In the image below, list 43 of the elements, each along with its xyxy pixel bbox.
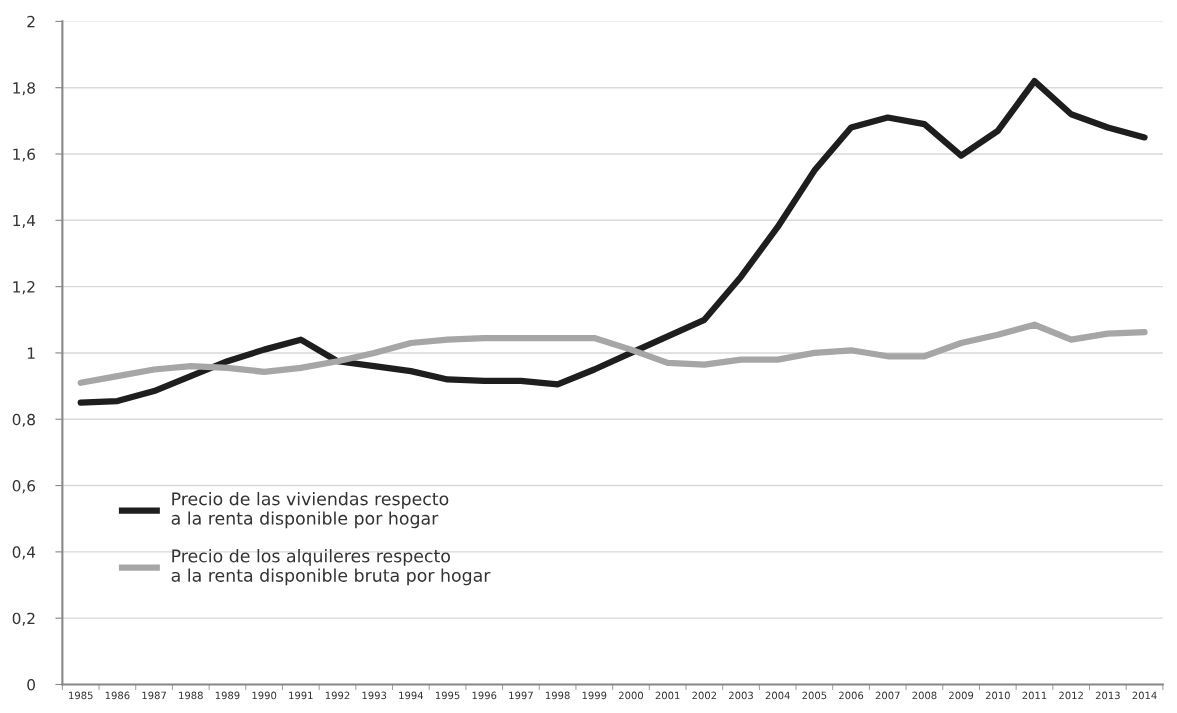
x-tick-label: 2007: [875, 691, 900, 700]
x-tick-label: 2000: [618, 691, 644, 700]
x-tick-label: 2012: [1059, 691, 1083, 700]
x-tick-label: 1985: [69, 691, 93, 700]
x-tick-label: 2008: [912, 691, 937, 700]
y-tick-label: 0,2: [12, 612, 35, 626]
x-tick-label: 2009: [949, 691, 974, 700]
y-tick-label: 1,2: [13, 281, 35, 295]
x-tick-label: 2006: [839, 691, 864, 700]
x-tick-label: 1997: [509, 691, 533, 700]
x-tick-label: 1993: [362, 691, 387, 700]
x-tick-label: 1994: [399, 691, 424, 700]
y-tick-label: 0,8: [12, 413, 35, 427]
x-tick-label: 1988: [179, 691, 203, 700]
x-tick-label: 1987: [142, 691, 166, 700]
y-tick-label: 0: [27, 678, 35, 691]
y-tick-label: 1,4: [13, 214, 36, 228]
x-tick-label: 1986: [105, 691, 130, 700]
legend-label: Precio de las viviendas respecto a la renta disponible por hogar: [171, 491, 449, 529]
x-tick-label: 1990: [252, 691, 277, 700]
x-tick-label: 1989: [215, 691, 240, 700]
y-tick-label: 2: [27, 15, 35, 28]
x-tick-label: 1995: [435, 691, 460, 700]
x-tick-label: 1992: [325, 691, 350, 700]
x-tick-label: 1999: [582, 691, 607, 700]
x-tick-label: 2004: [765, 691, 790, 700]
x-tick-label: 2002: [692, 691, 717, 700]
x-tick-label: 2003: [729, 691, 753, 700]
x-tick-label: 2013: [1095, 691, 1120, 700]
x-tick-label: 1996: [472, 691, 497, 700]
x-tick-label: 2014: [1132, 691, 1157, 700]
x-tick-label: 1998: [545, 691, 570, 700]
x-tick-label: 2010: [985, 691, 1010, 700]
y-tick-label: 0,6: [12, 480, 36, 494]
y-tick-label: 0,4: [12, 546, 36, 560]
y-tick-label: 1: [27, 347, 35, 359]
legend-label: Precio de los alquileres respecto a la renta disponible bruta por hogar: [171, 549, 491, 586]
x-tick-label: 1991: [289, 691, 313, 700]
y-tick-label: 1,6: [13, 148, 36, 162]
x-tick-label: 2011: [1022, 691, 1047, 700]
x-tick-label: 2005: [802, 691, 827, 700]
y-tick-label: 1,8: [13, 82, 35, 96]
x-tick-label: 2001: [655, 691, 680, 700]
